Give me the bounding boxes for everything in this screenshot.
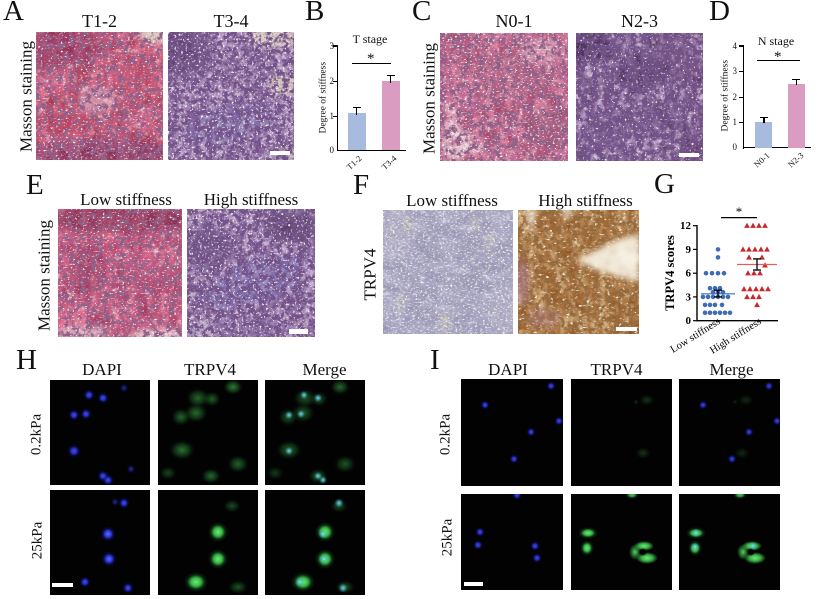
svg-text:9: 9 (686, 244, 692, 256)
svg-text:TRPV4 scores: TRPV4 scores (663, 235, 677, 311)
svg-text:3: 3 (686, 291, 692, 303)
svg-text:*: * (736, 204, 743, 219)
svg-text:6: 6 (686, 268, 692, 280)
svg-text:12: 12 (680, 220, 692, 232)
svg-text:0: 0 (686, 315, 692, 327)
